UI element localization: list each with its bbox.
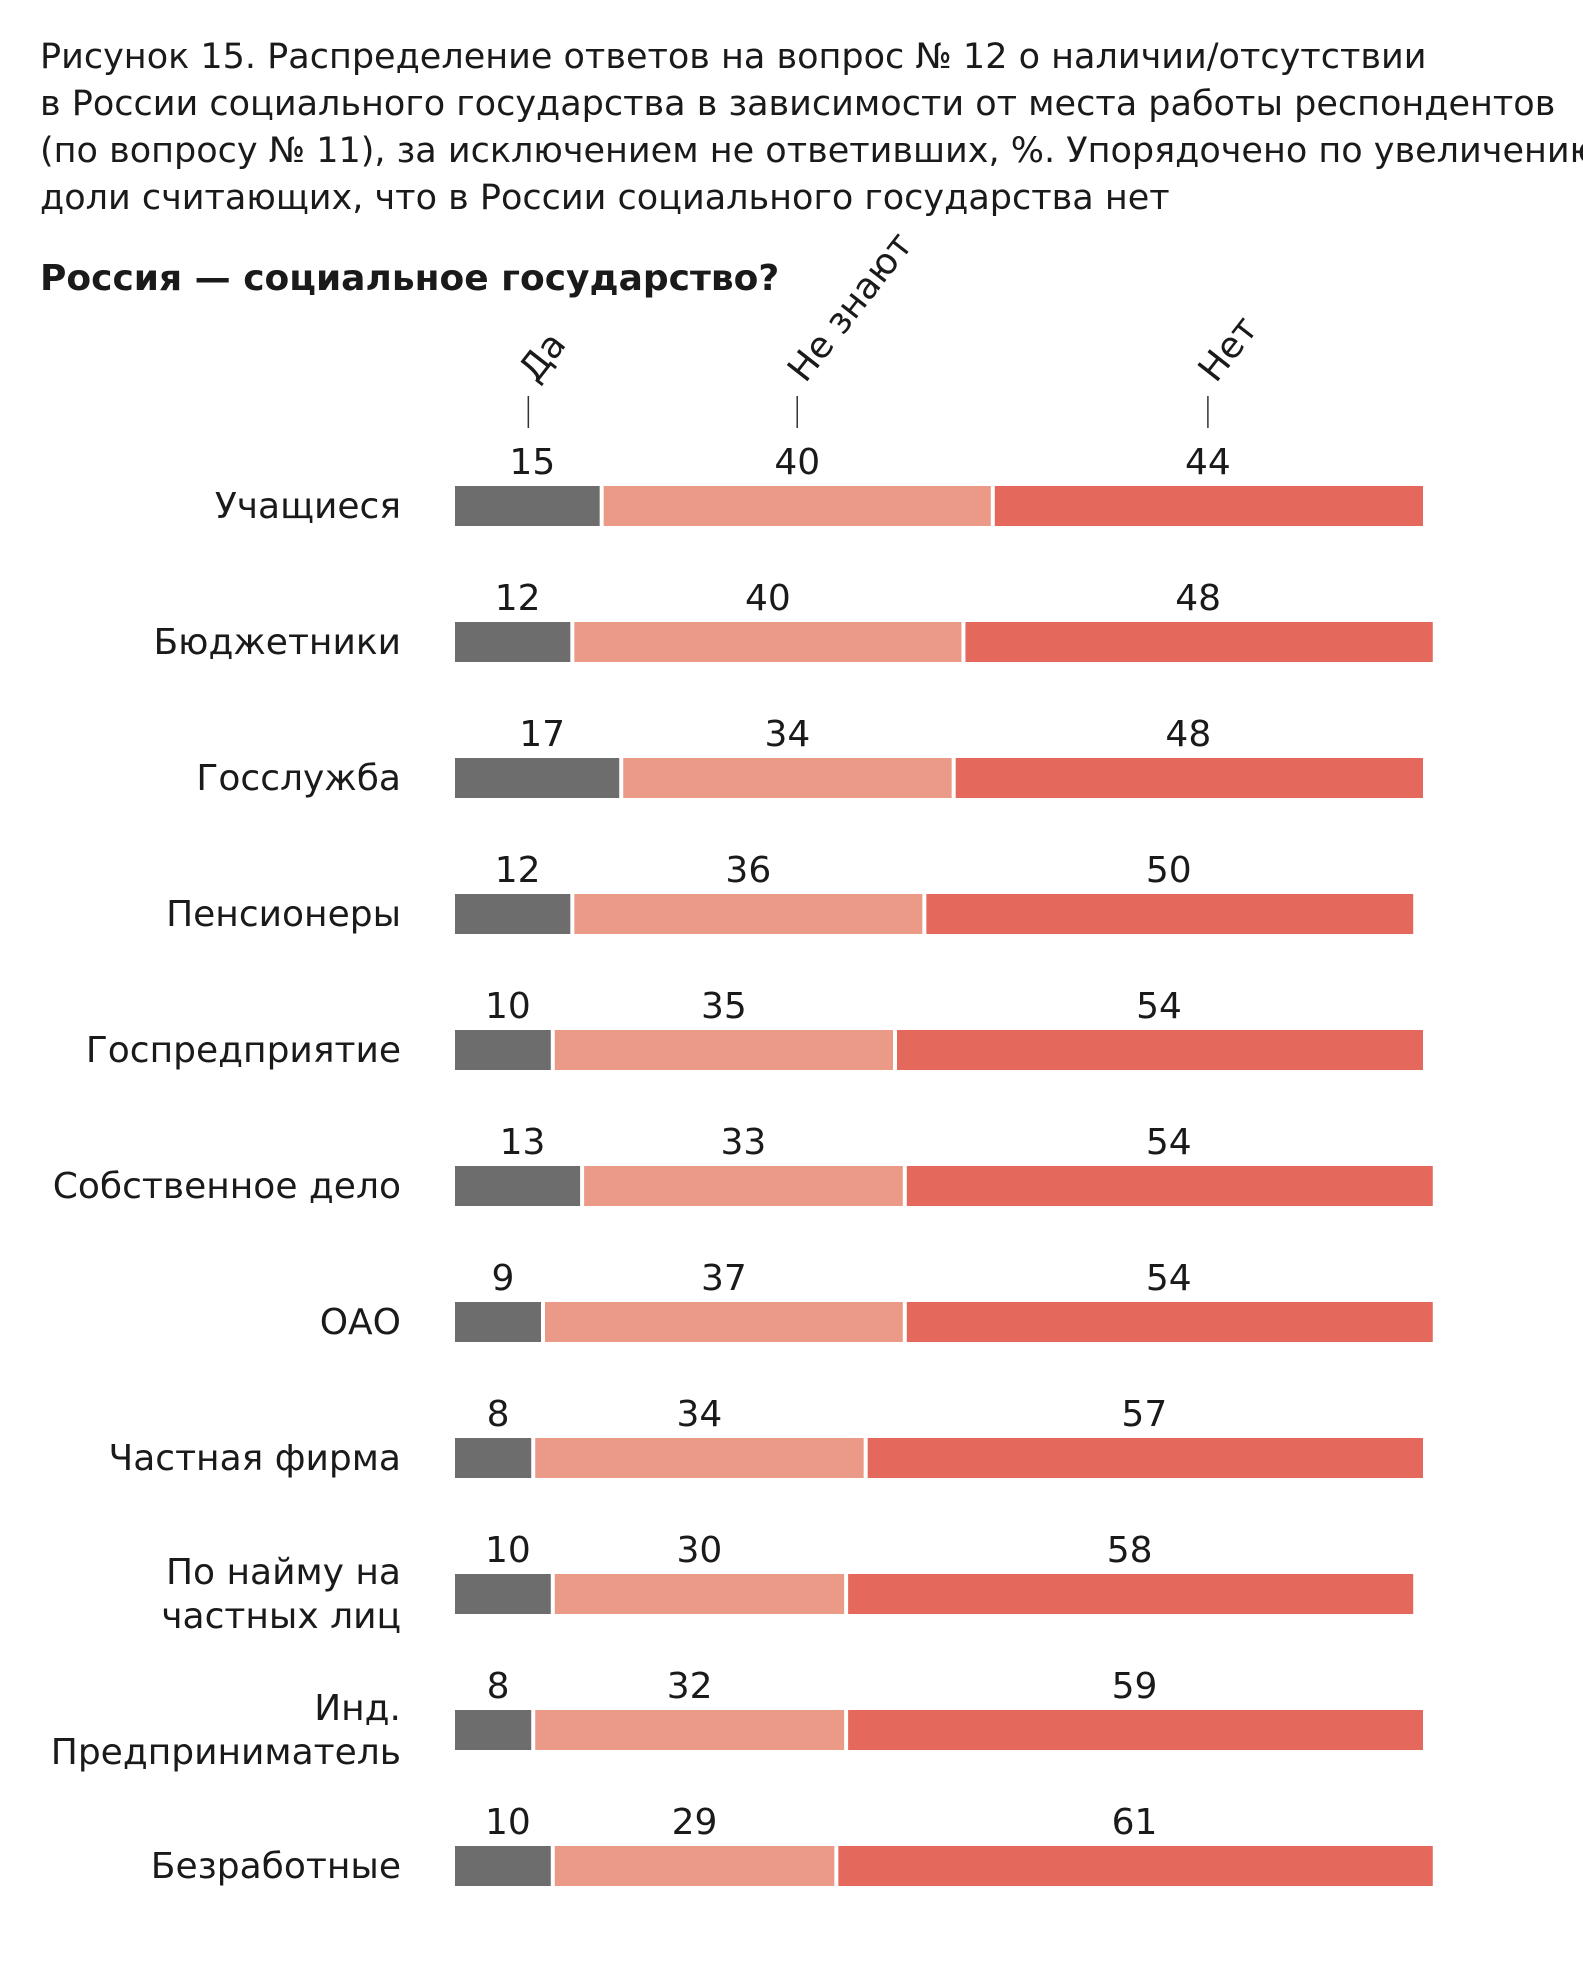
bar-segment-2 [926,894,1414,934]
category-label: Безработные [151,1846,401,1887]
bar-segment-1 [545,1302,903,1342]
bar-segment-1 [554,1846,835,1886]
bar-segment-2 [897,1030,1423,1070]
data-label: 57 [1121,1394,1167,1435]
category-label: ОАО [320,1302,401,1343]
data-label: 8 [487,1666,510,1707]
data-label: 32 [667,1666,713,1707]
data-label: 10 [485,1802,531,1843]
bar-segment-0 [455,1438,532,1478]
data-label: 40 [774,442,820,483]
data-label: 10 [485,986,531,1027]
category-label: Учащиеся [215,486,401,527]
data-label: 9 [492,1258,515,1299]
bar-segment-0 [455,1710,532,1750]
bar-segment-0 [455,1030,551,1070]
data-label: 34 [677,1394,723,1435]
data-label: 12 [495,578,541,619]
bar-segment-2 [848,1574,1414,1614]
data-label: 59 [1112,1666,1158,1707]
data-label: 37 [701,1258,747,1299]
bar-segment-2 [867,1438,1423,1478]
data-label: 10 [485,1530,531,1571]
data-label: 54 [1146,1258,1192,1299]
caption-line-1: Рисунок 15. Распределение ответов на воп… [40,37,1427,77]
data-label: 15 [509,442,555,483]
bar-segment-0 [455,1846,551,1886]
data-label: 8 [487,1394,510,1435]
category-label: Предприниматель [51,1732,401,1773]
category-label: По найму на [166,1552,401,1593]
bar-segment-1 [603,486,991,526]
bar-segment-2 [906,1302,1433,1342]
bar-segment-1 [623,758,952,798]
bar-segment-2 [965,622,1433,662]
category-label: частных лиц [161,1596,401,1637]
bar-segment-0 [455,894,571,934]
figure-caption: Рисунок 15. Распределение ответов на воп… [40,34,1583,222]
data-label: 35 [701,986,747,1027]
bar-segment-2 [906,1166,1433,1206]
bar-segment-1 [574,894,923,934]
data-label: 54 [1146,1122,1192,1163]
data-label: 44 [1185,442,1231,483]
chart-title: Россия — социальное государство? [40,258,780,299]
bar-segment-0 [455,1574,551,1614]
category-label: Бюджетники [153,622,401,663]
legend-label-2: Нет [1191,309,1267,390]
category-label: Госпредприятие [86,1030,401,1071]
data-label: 50 [1146,850,1192,891]
legend-label-1: Не знают [780,225,921,389]
bar-segment-1 [554,1574,845,1614]
bar-segment-2 [838,1846,1433,1886]
legend-label-0: Да [511,325,574,390]
bar-segment-2 [955,758,1423,798]
data-label: 58 [1107,1530,1153,1571]
data-label: 30 [677,1530,723,1571]
caption-line-3: (по вопросу № 11), за исключением не отв… [40,131,1583,171]
data-label: 33 [721,1122,767,1163]
data-label: 12 [495,850,541,891]
category-label: Собственное дело [53,1166,401,1207]
bar-segment-0 [455,1302,541,1342]
bar-segment-0 [455,758,620,798]
bar-segment-0 [455,1166,581,1206]
data-label: 17 [519,714,565,755]
bar-segment-2 [848,1710,1423,1750]
data-label: 48 [1165,714,1211,755]
bar-segment-1 [535,1438,864,1478]
caption-line-2: в России социального государства в завис… [40,84,1556,124]
data-label: 36 [725,850,771,891]
data-label: 40 [745,578,791,619]
category-label: Пенсионеры [166,894,401,935]
data-label: 13 [500,1122,546,1163]
bar-segment-0 [455,622,571,662]
data-label: 61 [1112,1802,1158,1843]
data-label: 34 [765,714,811,755]
data-label: 29 [672,1802,718,1843]
caption-line-4: доли считающих, что в России социального… [40,178,1170,218]
bar-segment-0 [455,486,600,526]
bar-segment-1 [554,1030,893,1070]
bar-segment-1 [535,1710,845,1750]
bar-segment-1 [584,1166,903,1206]
bar-segment-2 [994,486,1423,526]
data-label: 54 [1136,986,1182,1027]
category-label: Частная фирма [109,1438,401,1479]
bar-segment-1 [574,622,962,662]
category-label: Инд. [314,1688,401,1729]
data-label: 48 [1175,578,1221,619]
category-label: Госслужба [196,758,401,799]
